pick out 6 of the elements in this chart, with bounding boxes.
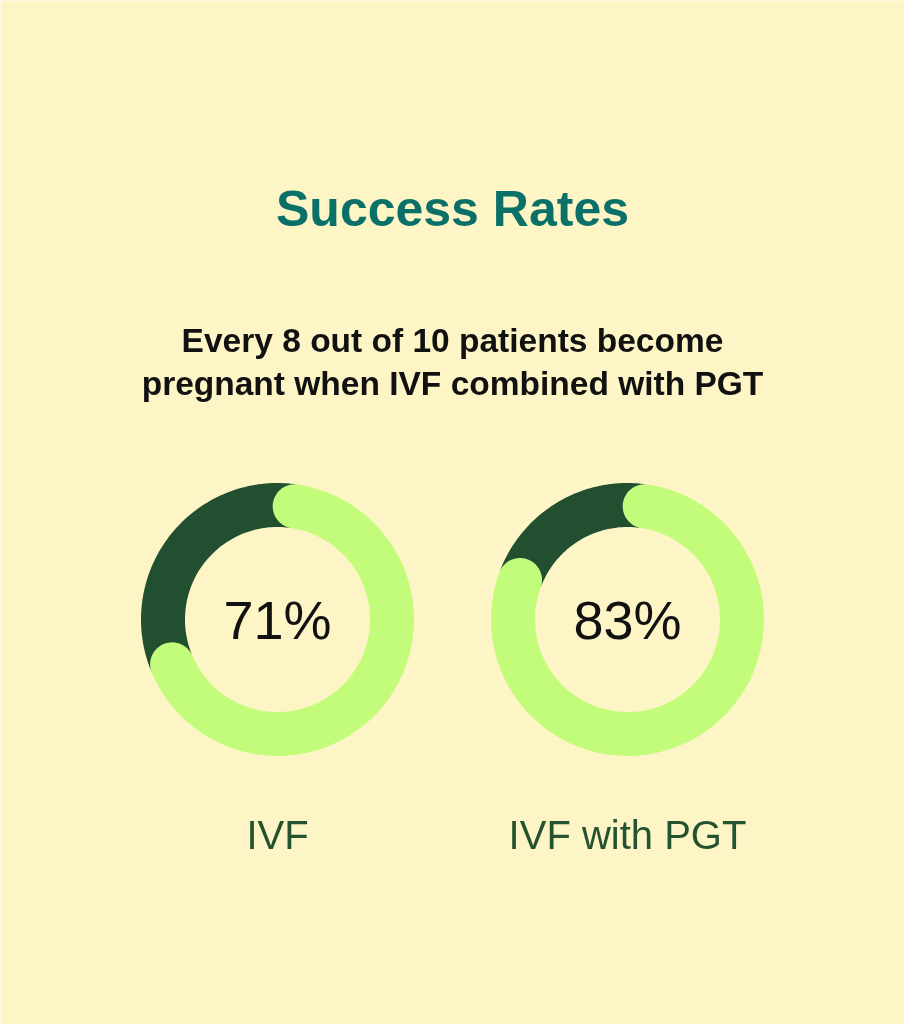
text: IVF xyxy=(246,812,309,857)
chart-title: Success Rates xyxy=(276,180,630,237)
text: IVF with PGT xyxy=(508,812,747,857)
chart-subtitle: Every 8 out of 10 patients become pregnant when IVF combined with PGT xyxy=(141,322,764,402)
data-label: 71% xyxy=(223,589,332,650)
data-label: 83% xyxy=(573,589,682,650)
